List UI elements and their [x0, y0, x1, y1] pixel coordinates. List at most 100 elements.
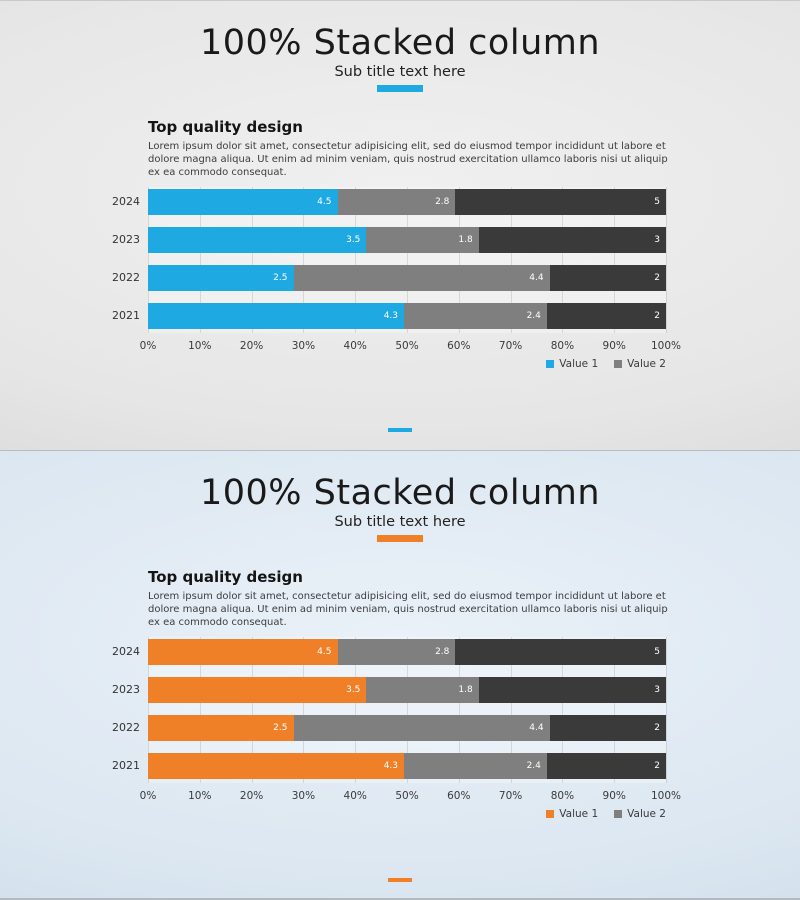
bar-segment-series-2: 2.8	[337, 189, 456, 215]
bar-segment-series-2: 1.8	[366, 227, 479, 253]
accent-divider	[377, 85, 423, 92]
gridline	[355, 187, 357, 333]
x-axis-tick: 20%	[239, 340, 264, 352]
chart-row: 2022 2.5 4.4 2	[112, 265, 666, 291]
bar-segment-series-3: 2	[549, 715, 666, 741]
stacked-bar: 4.3 2.4 2	[148, 303, 666, 329]
x-axis-tick: 40%	[343, 340, 367, 352]
chart-row: 2024 4.5 2.8 5	[112, 639, 666, 665]
data-label: 4.4	[529, 723, 544, 733]
data-label: 4.4	[529, 273, 544, 283]
x-axis-tick: 60%	[447, 340, 471, 352]
page-title: 100% Stacked column	[199, 23, 601, 63]
data-label: 2	[654, 761, 660, 771]
x-axis-tick: 70%	[498, 790, 523, 802]
x-axis-tick: 100%	[650, 790, 682, 802]
legend-item: Value 1	[546, 808, 598, 820]
legend-label: Value 1	[559, 358, 599, 370]
legend-item: Value 2	[614, 358, 666, 370]
bar-segment-series-3: 5	[455, 639, 666, 665]
data-label: 2.8	[435, 647, 450, 657]
x-axis-tick: 30%	[291, 790, 316, 802]
data-label: 3.5	[346, 685, 361, 695]
chart-legend: Value 1 Value 2	[148, 358, 666, 370]
data-label: 1.8	[458, 235, 473, 245]
x-axis-tick: 70%	[498, 340, 523, 352]
chart-legend: Value 1 Value 2	[148, 808, 666, 820]
gridline	[666, 637, 667, 783]
panel-footer-dash	[388, 878, 412, 882]
legend-label: Value 2	[627, 808, 666, 820]
category-label: 2022	[112, 271, 140, 284]
bar-segment-series-2: 1.8	[366, 677, 479, 703]
x-axis-tick: 0%	[139, 340, 157, 352]
gridline	[251, 187, 253, 333]
bar-segment-series-2: 2.4	[404, 303, 547, 329]
bar-segment-series-3: 3	[478, 677, 666, 703]
stacked-bar: 2.5 4.4 2	[148, 715, 666, 741]
gridline	[407, 187, 408, 333]
x-axis-tick: 20%	[239, 790, 264, 802]
data-label: 4.5	[317, 647, 332, 657]
gridline	[148, 637, 149, 783]
data-label: 2.5	[273, 273, 288, 283]
chart-row: 2021 4.3 2.4 2	[112, 303, 666, 329]
chart-row: 2024 4.5 2.8 5	[112, 189, 666, 215]
bar-segment-series-3: 3	[478, 227, 666, 253]
x-axis-tick: 50%	[395, 790, 419, 802]
category-label: 2023	[112, 683, 140, 696]
gridline	[199, 637, 201, 783]
chart-row: 2022 2.5 4.4 2	[112, 715, 666, 741]
gridline	[199, 187, 201, 333]
bar-segment-series-2: 4.4	[293, 715, 550, 741]
stacked-bar: 2.5 4.4 2	[148, 265, 666, 291]
section-heading: Top quality design	[148, 568, 303, 586]
gridline	[614, 187, 616, 333]
stacked-bar: 3.5 1.8 3	[148, 227, 666, 253]
data-label: 4.5	[317, 197, 332, 207]
category-label: 2023	[112, 233, 140, 246]
bar-segment-series-1: 2.5	[148, 715, 294, 741]
gridline	[148, 187, 149, 333]
legend-swatch	[546, 810, 555, 818]
accent-divider	[377, 535, 423, 542]
body-text: Lorem ipsum dolor sit amet, consectetur …	[148, 141, 668, 178]
bar-segment-series-1: 4.3	[148, 303, 405, 329]
stacked-bar: 4.5 2.8 5	[148, 189, 666, 215]
bar-segment-series-1: 3.5	[148, 677, 367, 703]
legend-swatch	[614, 360, 623, 368]
x-axis: 0% 10% 20% 30% 40% 50% 60% 70% 80% 90% 100%	[140, 340, 681, 354]
data-label: 2.8	[435, 197, 450, 207]
bar-segment-series-1: 4.3	[148, 753, 405, 779]
data-label: 2.4	[526, 761, 541, 771]
bar-segment-series-2: 2.4	[404, 753, 547, 779]
gridline	[458, 187, 460, 333]
legend-swatch	[614, 810, 623, 818]
stacked-bar: 4.5 2.8 5	[148, 639, 666, 665]
gridline	[355, 637, 357, 783]
bar-segment-series-2: 4.4	[293, 265, 550, 291]
data-label: 5	[654, 647, 660, 657]
data-label: 1.8	[458, 685, 473, 695]
x-axis-tick: 80%	[550, 790, 575, 802]
stacked-bar-chart: 2024 4.5 2.8 5 2023 3.5 1.8 3 2022 2.5 4.4 2 2021 4.3…	[112, 187, 667, 333]
category-label: 2024	[112, 195, 140, 208]
bar-segment-series-3: 5	[455, 189, 666, 215]
x-axis-tick: 0%	[139, 790, 157, 802]
data-label: 2	[654, 273, 660, 283]
gridline	[303, 637, 305, 783]
gridline	[614, 637, 616, 783]
bar-segment-series-1: 4.5	[148, 639, 338, 665]
data-label: 4.3	[383, 311, 399, 321]
gridline	[666, 187, 667, 333]
data-label: 5	[654, 197, 660, 207]
stacked-bar-chart: 2024 4.5 2.8 5 2023 3.5 1.8 3 2022 2.5 4.4 2 2021 4.3…	[112, 637, 667, 783]
legend-item: Value 2	[614, 808, 666, 820]
category-label: 2022	[112, 721, 140, 734]
stacked-bar: 4.3 2.4 2	[148, 753, 666, 779]
legend-label: Value 2	[627, 358, 666, 370]
data-label: 2	[654, 311, 660, 321]
x-axis-tick: 90%	[602, 340, 626, 352]
x-axis: 0% 10% 20% 30% 40% 50% 60% 70% 80% 90% 100%	[140, 790, 681, 804]
